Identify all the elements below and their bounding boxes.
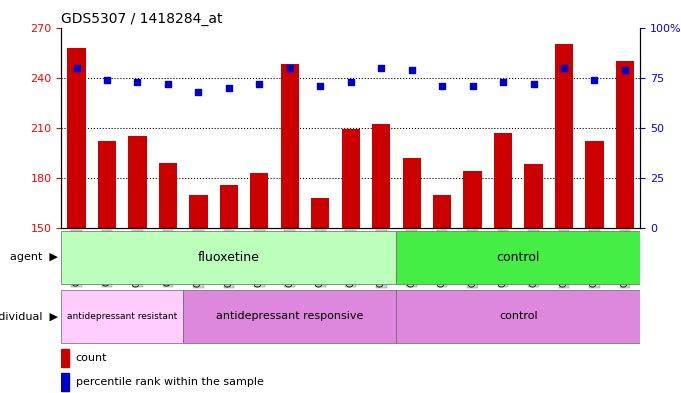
Point bbox=[620, 66, 631, 73]
Bar bbox=[61, 373, 69, 391]
Bar bbox=[585, 141, 603, 228]
Text: GDS5307 / 1418284_at: GDS5307 / 1418284_at bbox=[61, 13, 223, 26]
Bar bbox=[128, 136, 146, 228]
Text: antidepressant resistant: antidepressant resistant bbox=[67, 312, 177, 321]
Bar bbox=[342, 129, 360, 228]
Point bbox=[345, 79, 356, 85]
Bar bbox=[189, 195, 208, 228]
Bar bbox=[281, 64, 299, 228]
Bar bbox=[61, 349, 69, 367]
Point bbox=[163, 81, 174, 87]
Bar bbox=[433, 195, 452, 228]
Bar bbox=[61, 290, 183, 343]
Text: individual  ▶: individual ▶ bbox=[0, 311, 58, 321]
Point bbox=[437, 83, 447, 89]
Point bbox=[528, 81, 539, 87]
Bar bbox=[159, 163, 177, 228]
Point bbox=[285, 64, 296, 71]
Text: fluoxetine: fluoxetine bbox=[198, 251, 259, 264]
Point bbox=[132, 79, 143, 85]
Text: control: control bbox=[496, 251, 540, 264]
Bar bbox=[464, 171, 481, 228]
Bar bbox=[402, 158, 421, 228]
Bar bbox=[396, 290, 640, 343]
Point bbox=[315, 83, 326, 89]
Bar bbox=[250, 173, 268, 228]
Text: percentile rank within the sample: percentile rank within the sample bbox=[76, 376, 264, 387]
Text: control: control bbox=[499, 311, 537, 321]
Text: agent  ▶: agent ▶ bbox=[10, 252, 58, 263]
Point bbox=[558, 64, 569, 71]
Point bbox=[376, 64, 387, 71]
Text: antidepressant responsive: antidepressant responsive bbox=[216, 311, 364, 321]
Bar bbox=[616, 61, 634, 228]
Point bbox=[467, 83, 478, 89]
Point bbox=[589, 77, 600, 83]
Bar bbox=[67, 48, 86, 228]
Bar bbox=[524, 164, 543, 228]
Bar bbox=[372, 124, 390, 228]
Bar bbox=[98, 141, 116, 228]
Bar bbox=[183, 290, 396, 343]
Point bbox=[101, 77, 112, 83]
Point bbox=[406, 66, 417, 73]
Bar bbox=[494, 133, 512, 228]
Point bbox=[193, 88, 204, 95]
Bar bbox=[311, 198, 330, 228]
Bar bbox=[555, 44, 573, 228]
Point bbox=[254, 81, 265, 87]
Bar bbox=[61, 231, 396, 284]
Text: count: count bbox=[76, 353, 108, 363]
Bar bbox=[220, 185, 238, 228]
Point bbox=[223, 84, 234, 91]
Point bbox=[71, 64, 82, 71]
Point bbox=[498, 79, 509, 85]
Bar bbox=[396, 231, 640, 284]
